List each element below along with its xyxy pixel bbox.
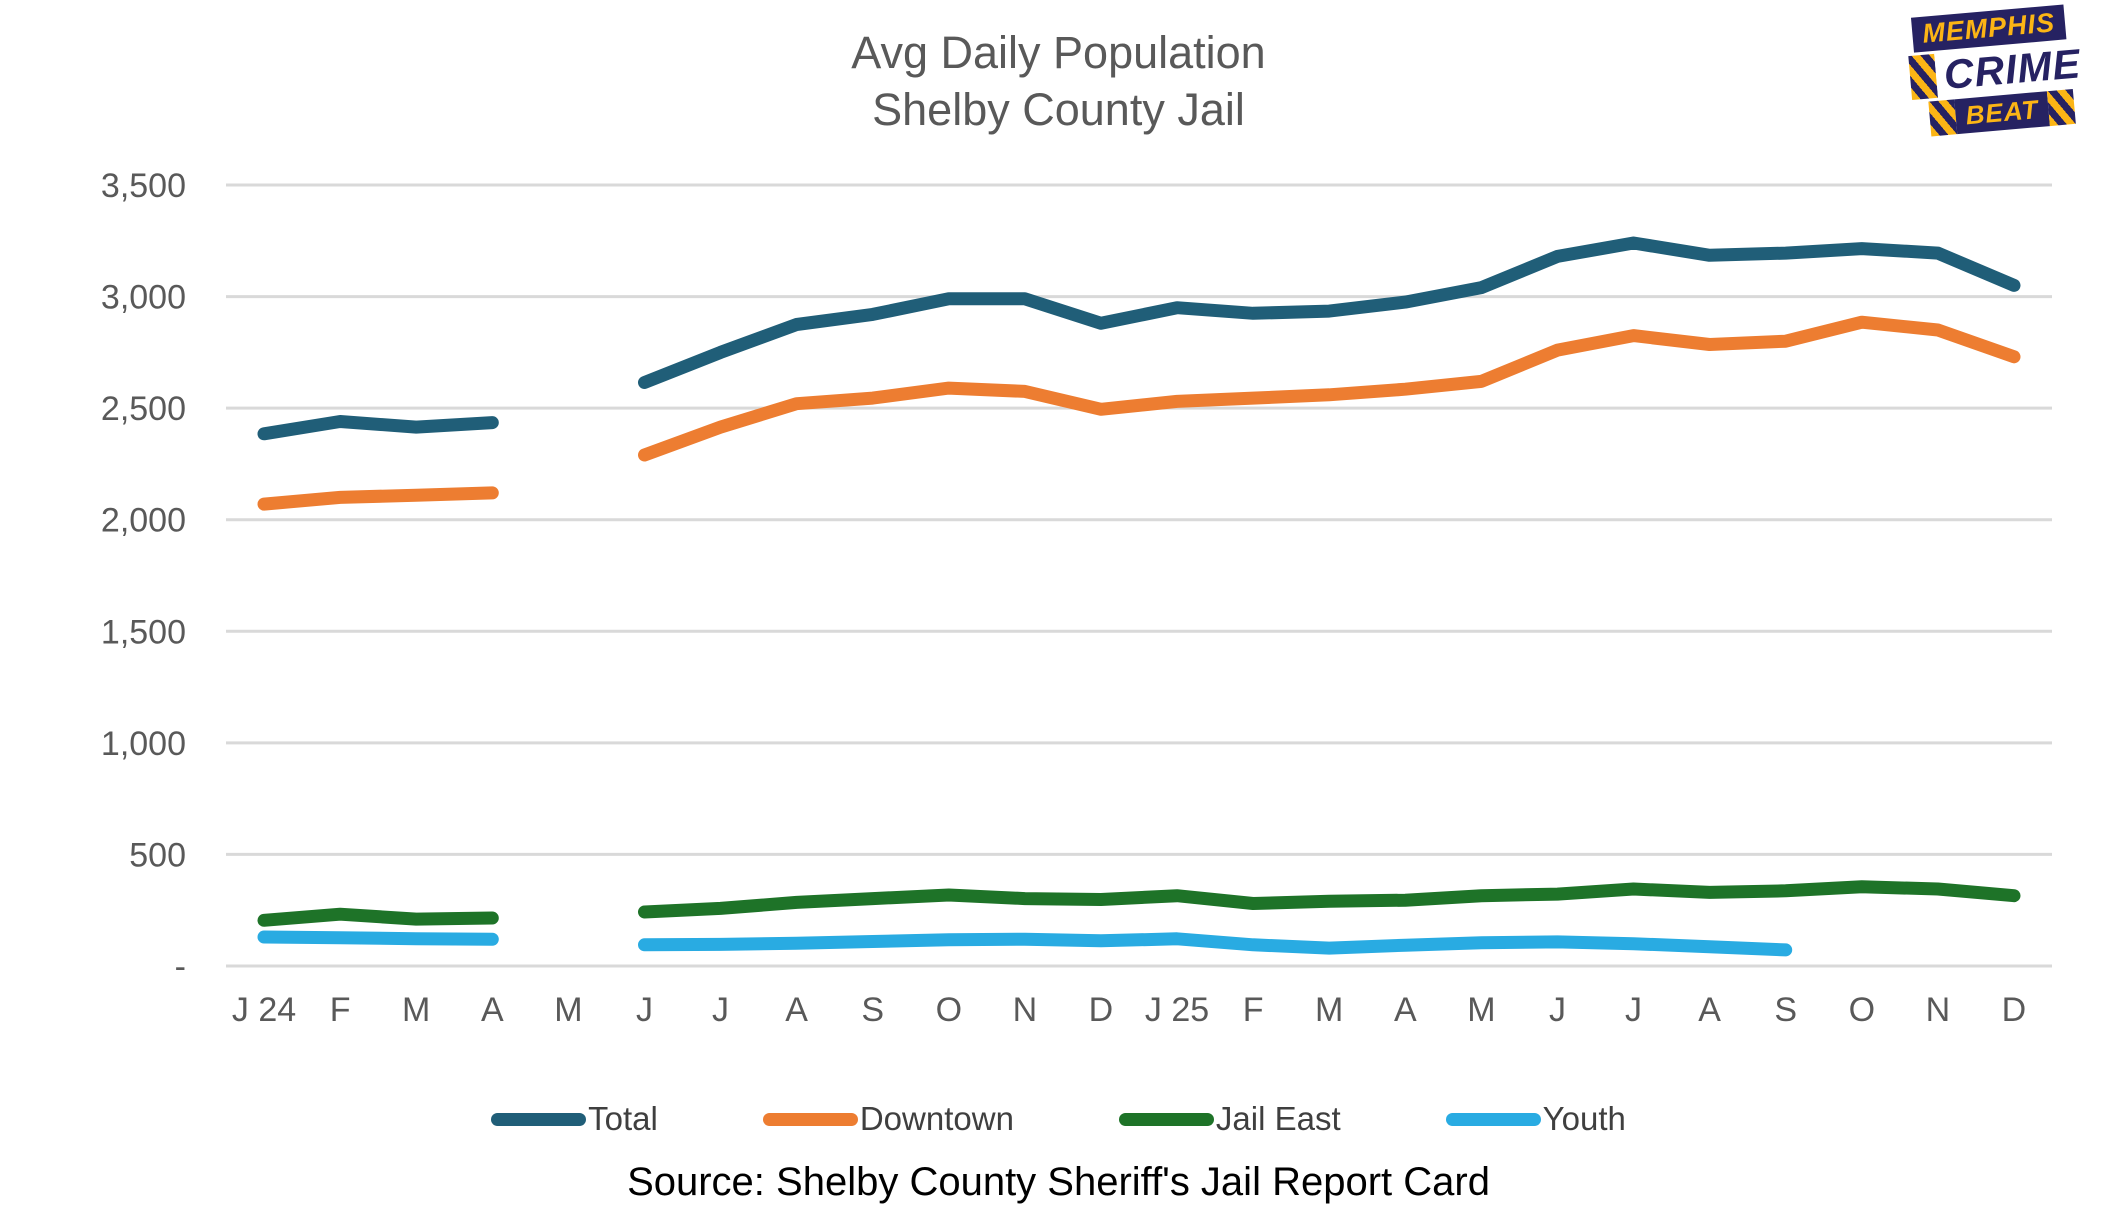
x-tick-label: O: [1849, 991, 1875, 1029]
x-tick-label: M: [1467, 991, 1495, 1029]
x-tick-label: J: [1625, 991, 1642, 1029]
x-tick-label: M: [1315, 991, 1343, 1029]
x-tick-label: J: [636, 991, 653, 1029]
chart-title-line1: Avg Daily Population: [851, 27, 1266, 78]
x-tick-label: J: [712, 991, 729, 1029]
legend-label-downtown: Downtown: [859, 1100, 1014, 1137]
x-tick-label: M: [402, 991, 430, 1029]
x-tick-label: J: [1549, 991, 1566, 1029]
legend-item-youth: Youth: [1445, 1100, 1626, 1138]
legend-label-jail-east: Jail East: [1215, 1100, 1341, 1137]
legend-label-total: Total: [588, 1100, 658, 1137]
x-tick-label: F: [330, 991, 351, 1029]
legend-swatch-total: [491, 1112, 587, 1126]
x-tick-label: N: [1926, 991, 1951, 1029]
x-tick-label: A: [1394, 991, 1417, 1029]
legend-swatch-jail-east: [1118, 1112, 1214, 1126]
x-tick-label: J 25: [1145, 991, 1209, 1029]
y-tick-label: 2,500: [101, 390, 186, 428]
y-tick-label: 2,000: [101, 502, 186, 540]
chart-title: Avg Daily Population Shelby County Jail: [0, 24, 2117, 138]
legend-item-downtown: Downtown: [762, 1100, 1014, 1138]
y-tick-label: 500: [129, 836, 186, 874]
x-tick-label: M: [554, 991, 582, 1029]
legend-swatch-youth: [1445, 1112, 1541, 1126]
y-tick-label: 3,500: [101, 167, 186, 205]
chart-title-line2: Shelby County Jail: [872, 84, 1245, 135]
source-caption: Source: Shelby County Sheriff's Jail Rep…: [627, 1160, 1490, 1204]
y-tick-label: -: [175, 948, 186, 986]
series-line-jail-east: [257, 880, 2021, 927]
x-tick-label: D: [1089, 991, 1114, 1029]
series-line-total: [257, 236, 2021, 441]
x-tick-label: S: [1774, 991, 1797, 1029]
series-line-downtown: [257, 315, 2021, 511]
legend-label-youth: Youth: [1542, 1100, 1626, 1137]
x-tick-label: F: [1243, 991, 1264, 1029]
x-tick-label: D: [2002, 991, 2027, 1029]
series-line-youth: [257, 930, 1793, 957]
y-tick-label: 1,000: [101, 725, 186, 763]
x-tick-label: A: [785, 991, 808, 1029]
legend-swatch-downtown: [762, 1112, 858, 1126]
chart-legend: Total Downtown Jail East Youth: [0, 1100, 2117, 1138]
y-tick-label: 3,000: [101, 279, 186, 317]
y-tick-label: 1,500: [101, 613, 186, 651]
legend-item-total: Total: [491, 1100, 658, 1138]
x-tick-label: O: [936, 991, 962, 1029]
legend-item-jail-east: Jail East: [1118, 1100, 1341, 1138]
x-tick-label: N: [1013, 991, 1038, 1029]
x-tick-label: A: [481, 991, 504, 1029]
x-tick-label: S: [861, 991, 884, 1029]
x-tick-label: A: [1698, 991, 1721, 1029]
x-tick-label: J 24: [232, 991, 296, 1029]
